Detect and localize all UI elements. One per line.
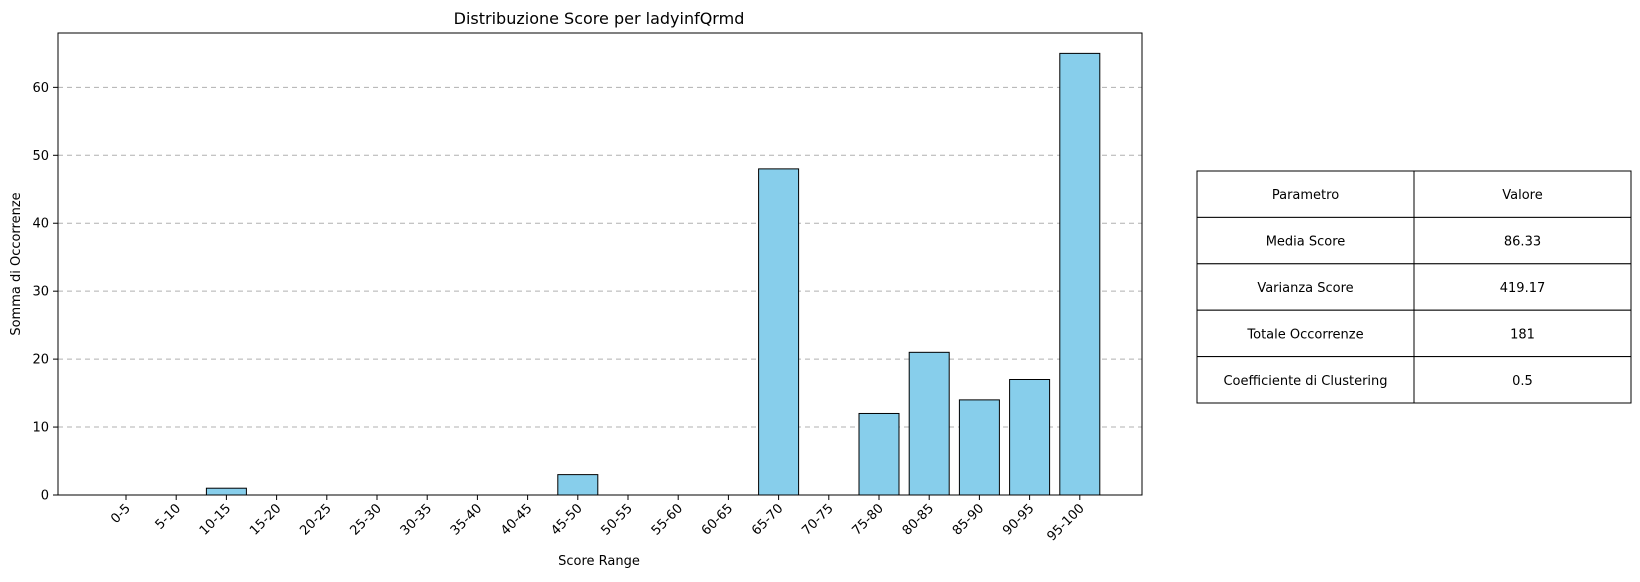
bar-45-50 (557, 474, 599, 496)
table-cell (1413, 356, 1632, 404)
x-tick-label: 35-40 (448, 501, 485, 538)
y-tick-label: 30 (32, 285, 49, 300)
x-tick-label: 95-100 (1044, 501, 1087, 544)
x-tick-label: 45-50 (548, 501, 585, 538)
grid-lines (58, 86, 1142, 428)
bar-65-70 (758, 168, 800, 496)
y-axis-label: Somma di Occorrenze (9, 192, 24, 335)
x-tick-label: 10-15 (197, 501, 234, 538)
x-tick-label: 30-35 (398, 501, 435, 538)
y-axis-ticks: 0 10 20 30 40 50 60 (32, 81, 58, 504)
table-cell (1196, 263, 1415, 311)
bar-75-80 (858, 412, 900, 496)
x-tick-label: 60-65 (699, 501, 736, 538)
table-param-text: Media Score (1266, 235, 1346, 250)
x-tick-label: 80-85 (900, 501, 937, 538)
y-tick-label: 10 (32, 421, 49, 436)
y-tick-label: 60 (32, 81, 49, 96)
x-tick-label: 55-60 (649, 501, 686, 538)
x-axis-ticks: 0-5 5-10 10-15 15-20 20-25 25-30 30-35 35-40 40-… (108, 495, 1088, 544)
table-cell (1196, 309, 1415, 358)
x-tick-label: 0-5 (108, 501, 134, 527)
x-tick-label: 70-75 (799, 501, 836, 538)
x-tick-label: 50-55 (599, 501, 636, 538)
bar-85-90 (958, 399, 1000, 496)
table-header-text: Valore (1502, 188, 1542, 203)
y-tick-label: 20 (32, 353, 49, 368)
x-tick-label: 20-25 (297, 501, 334, 538)
bar-90-95 (1009, 379, 1051, 496)
y-tick-label: 50 (32, 149, 49, 164)
x-tick-label: 40-45 (498, 501, 535, 538)
table-param-text: Coefficiente di Clustering (1223, 374, 1387, 389)
table-cell (1196, 216, 1415, 265)
bar-10-15 (205, 487, 247, 496)
x-tick-label: 5-10 (153, 501, 184, 532)
table-value-text: 181 (1510, 327, 1535, 342)
table-value-text: 0.5 (1512, 374, 1533, 389)
plot-frame (57, 32, 1143, 496)
table-cell (1413, 216, 1632, 265)
stats-table: Parametro Valore Media Score 86.33 Varianza … (1196, 170, 1632, 404)
table-header-text: Parametro (1272, 188, 1339, 203)
x-tick-label: 75-80 (850, 501, 887, 538)
x-axis-label: Score Range (558, 554, 640, 569)
x-tick-label: 90-95 (1000, 501, 1037, 538)
x-tick-label: 85-90 (950, 501, 987, 538)
table-cell (1413, 309, 1632, 358)
table-value-text: 86.33 (1504, 235, 1541, 250)
x-tick-label: 25-30 (348, 501, 385, 538)
y-tick-label: 0 (41, 489, 49, 504)
chart-title: Distribuzione Score per ladyinfQrmd (454, 9, 745, 28)
table-param-text: Varianza Score (1257, 281, 1353, 296)
bars (205, 52, 1101, 496)
y-tick-label: 40 (32, 217, 49, 232)
x-tick-label: 65-70 (749, 501, 786, 538)
bar-95-100 (1059, 52, 1101, 496)
x-tick-label: 15-20 (247, 501, 284, 538)
bar-80-85 (908, 351, 950, 496)
table-param-text: Totale Occorrenze (1246, 327, 1363, 342)
table-value-text: 419.17 (1500, 281, 1546, 296)
table-header-cell (1413, 170, 1632, 218)
